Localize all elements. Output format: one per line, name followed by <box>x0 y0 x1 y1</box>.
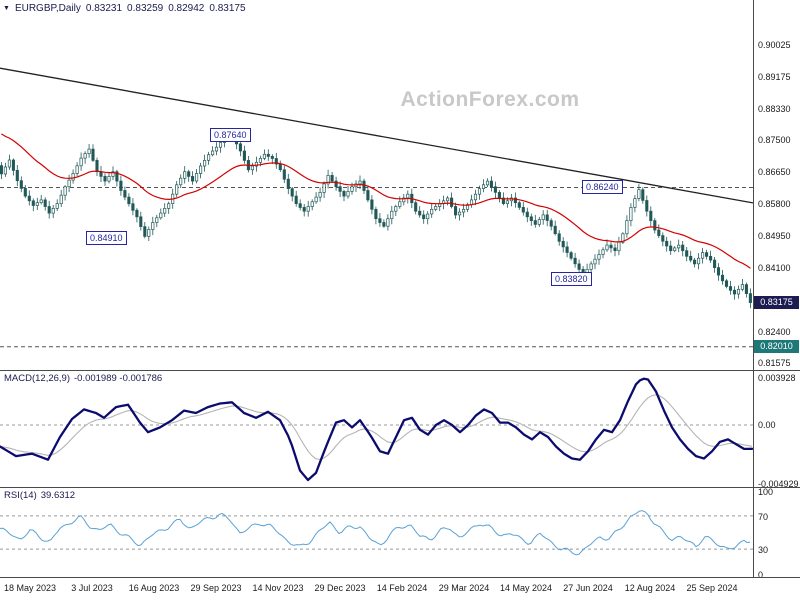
x-axis-label: 16 Aug 2023 <box>128 583 180 593</box>
rsi-plot[interactable] <box>0 488 753 577</box>
x-axis-label: 27 Jun 2024 <box>563 583 613 593</box>
x-axis-label: 29 Mar 2024 <box>438 583 490 593</box>
price-chart-plot[interactable] <box>0 0 753 370</box>
rsi-values: 39.6312 <box>40 490 76 501</box>
rsi-name: RSI(14) <box>4 490 37 501</box>
watermark: ActionForex.com <box>400 88 580 111</box>
rsi-axis-tick: 70 <box>758 512 769 522</box>
ohlc-close: 0.83175 <box>209 3 246 14</box>
x-axis-label: 3 Jul 2023 <box>71 583 113 593</box>
price-axis-tick: 0.81575 <box>758 358 791 368</box>
macd-values: -0.001989 -0.001786 <box>74 373 163 384</box>
x-axis-label: 29 Sep 2023 <box>190 583 242 593</box>
x-axis-label: 14 Feb 2024 <box>376 583 428 593</box>
price-axis-tick: 0.84100 <box>758 263 791 273</box>
price-axis-tick: 0.87500 <box>758 135 791 145</box>
price-axis-tick: 0.82400 <box>758 327 791 337</box>
panel-separator-rsi <box>0 487 800 488</box>
rsi-axis-tick: 0 <box>758 570 764 580</box>
price-axis-tick: 0.88330 <box>758 104 791 114</box>
instrument-marker-icon: ▼ <box>3 5 10 12</box>
price-axis-tick: 0.86650 <box>758 167 791 177</box>
macd-name: MACD(12,26,9) <box>4 373 70 384</box>
price-axis-tick: 0.85800 <box>758 199 791 209</box>
macd-plot[interactable] <box>0 371 753 487</box>
x-axis-label: 25 Sep 2024 <box>686 583 738 593</box>
ohlc-open: 0.83231 <box>85 3 123 14</box>
panel-separator-macd <box>0 370 800 371</box>
x-axis-label: 12 Aug 2024 <box>624 583 676 593</box>
current-price-tag: 0.83175 <box>754 296 799 309</box>
price-axis-tick: 0.84950 <box>758 231 791 241</box>
symbol-timeframe: EURGBP,Daily <box>14 3 81 14</box>
x-axis-label: 18 May 2023 <box>3 583 57 593</box>
rsi-axis-tick: 100 <box>758 487 774 497</box>
panel-separator-dates <box>0 577 800 578</box>
time-axis[interactable]: 18 May 2023 3 Jul 2023 16 Aug 2023 29 Sep 2… <box>0 577 753 600</box>
chart-header: ▼ EURGBP,Daily 0.83231 0.83259 0.82942 0.8317… <box>3 3 251 14</box>
x-axis-label: 14 Nov 2023 <box>252 583 304 593</box>
x-axis-label: 29 Dec 2023 <box>314 583 366 593</box>
rsi-label: RSI(14) 39.6312 <box>4 490 79 501</box>
macd-axis-tick: 0.003928 <box>758 373 796 383</box>
x-axis-label: 14 May 2024 <box>499 583 553 593</box>
ohlc-low: 0.82942 <box>168 3 205 14</box>
macd-label: MACD(12,26,9) -0.001989 -0.001786 <box>4 373 166 384</box>
support-level-tag: 0.82010 <box>754 340 799 353</box>
rsi-axis-tick: 30 <box>758 545 769 555</box>
macd-axis-tick: -0.004929 <box>758 479 799 489</box>
axis-separator <box>753 0 754 577</box>
price-axis[interactable]: 0.90025 0.89175 0.88330 0.87500 0.86650 0.858… <box>753 0 800 580</box>
ohlc-high: 0.83259 <box>127 3 164 14</box>
macd-axis-tick: 0.00 <box>758 420 776 430</box>
price-axis-tick: 0.89175 <box>758 72 791 82</box>
price-axis-tick: 0.90025 <box>758 40 791 50</box>
